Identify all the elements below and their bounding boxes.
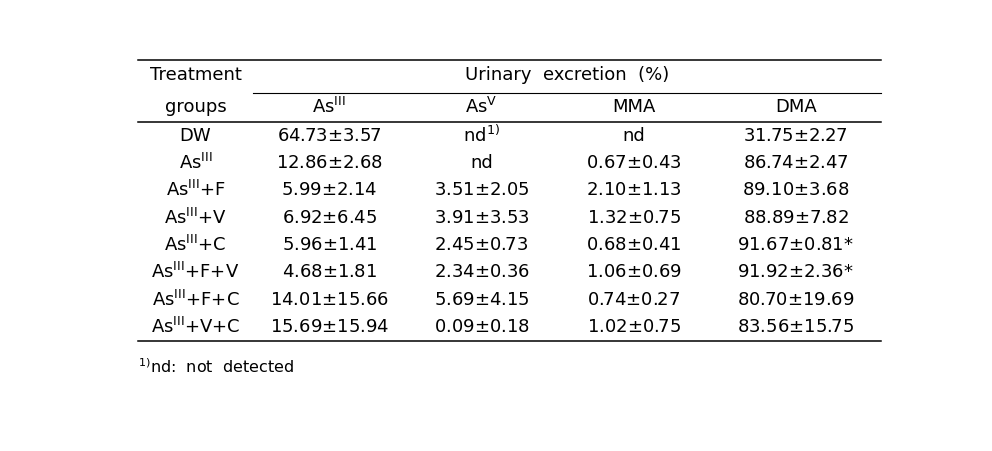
Text: As$^{\mathrm{III}}$+V+C: As$^{\mathrm{III}}$+V+C — [151, 317, 240, 337]
Text: 86.74$\pm$2.47: 86.74$\pm$2.47 — [743, 154, 848, 172]
Text: 4.68$\pm$1.81: 4.68$\pm$1.81 — [282, 263, 377, 281]
Text: As$^{\mathrm{III}}$+F+C: As$^{\mathrm{III}}$+F+C — [152, 290, 239, 309]
Text: 83.56$\pm$15.75: 83.56$\pm$15.75 — [737, 318, 854, 336]
Text: 3.91$\pm$3.53: 3.91$\pm$3.53 — [434, 208, 530, 226]
Text: 89.10$\pm$3.68: 89.10$\pm$3.68 — [742, 181, 849, 199]
Text: 5.96$\pm$1.41: 5.96$\pm$1.41 — [282, 236, 377, 254]
Text: 0.68$\pm$0.41: 0.68$\pm$0.41 — [586, 236, 682, 254]
Text: As$^{\mathrm{III}}$+V: As$^{\mathrm{III}}$+V — [164, 207, 227, 228]
Text: 64.73$\pm$3.57: 64.73$\pm$3.57 — [277, 127, 382, 145]
Text: MMA: MMA — [612, 98, 656, 116]
Text: As$^{\mathrm{III}}$: As$^{\mathrm{III}}$ — [179, 153, 212, 173]
Text: $^{1)}$nd:  not  detected: $^{1)}$nd: not detected — [138, 358, 294, 376]
Text: 88.89$\pm$7.82: 88.89$\pm$7.82 — [743, 208, 849, 226]
Text: Treatment: Treatment — [150, 66, 241, 84]
Text: DMA: DMA — [775, 98, 816, 116]
Text: nd: nd — [623, 127, 646, 145]
Text: 5.69$\pm$4.15: 5.69$\pm$4.15 — [434, 290, 530, 308]
Text: As$^{\mathrm{III}}$+F: As$^{\mathrm{III}}$+F — [166, 180, 225, 200]
Text: 31.75$\pm$2.27: 31.75$\pm$2.27 — [743, 127, 848, 145]
Text: 5.99$\pm$2.14: 5.99$\pm$2.14 — [281, 181, 377, 199]
Text: nd$^{1)}$: nd$^{1)}$ — [463, 125, 500, 146]
Text: 0.74$\pm$0.27: 0.74$\pm$0.27 — [587, 290, 681, 308]
Text: DW: DW — [180, 127, 211, 145]
Text: 1.02$\pm$0.75: 1.02$\pm$0.75 — [587, 318, 682, 336]
Text: 12.86$\pm$2.68: 12.86$\pm$2.68 — [276, 154, 383, 172]
Text: 91.67$\pm$0.81*: 91.67$\pm$0.81* — [737, 236, 854, 254]
Text: 2.34$\pm$0.36: 2.34$\pm$0.36 — [434, 263, 530, 281]
Text: 1.06$\pm$0.69: 1.06$\pm$0.69 — [586, 263, 682, 281]
Text: 91.92$\pm$2.36*: 91.92$\pm$2.36* — [737, 263, 854, 281]
Text: 2.10$\pm$1.13: 2.10$\pm$1.13 — [586, 181, 682, 199]
Text: 0.09$\pm$0.18: 0.09$\pm$0.18 — [434, 318, 530, 336]
Text: nd: nd — [470, 154, 493, 172]
Text: Urinary  excretion  (%): Urinary excretion (%) — [465, 66, 670, 84]
Text: 80.70$\pm$19.69: 80.70$\pm$19.69 — [737, 290, 854, 308]
Text: 1.32$\pm$0.75: 1.32$\pm$0.75 — [587, 208, 682, 226]
Text: 15.69$\pm$15.94: 15.69$\pm$15.94 — [270, 318, 389, 336]
Text: As$^{\mathrm{III}}$: As$^{\mathrm{III}}$ — [312, 97, 346, 117]
Text: groups: groups — [165, 98, 226, 116]
Text: 2.45$\pm$0.73: 2.45$\pm$0.73 — [434, 236, 529, 254]
Text: 0.67$\pm$0.43: 0.67$\pm$0.43 — [586, 154, 682, 172]
Text: As$^{\mathrm{III}}$+C: As$^{\mathrm{III}}$+C — [165, 235, 226, 255]
Text: As$^{\mathrm{III}}$+F+V: As$^{\mathrm{III}}$+F+V — [152, 262, 240, 282]
Text: 6.92$\pm$6.45: 6.92$\pm$6.45 — [282, 208, 377, 226]
Text: As$^{\mathrm{V}}$: As$^{\mathrm{V}}$ — [465, 97, 498, 117]
Text: 14.01$\pm$15.66: 14.01$\pm$15.66 — [270, 290, 389, 308]
Text: 3.51$\pm$2.05: 3.51$\pm$2.05 — [434, 181, 530, 199]
